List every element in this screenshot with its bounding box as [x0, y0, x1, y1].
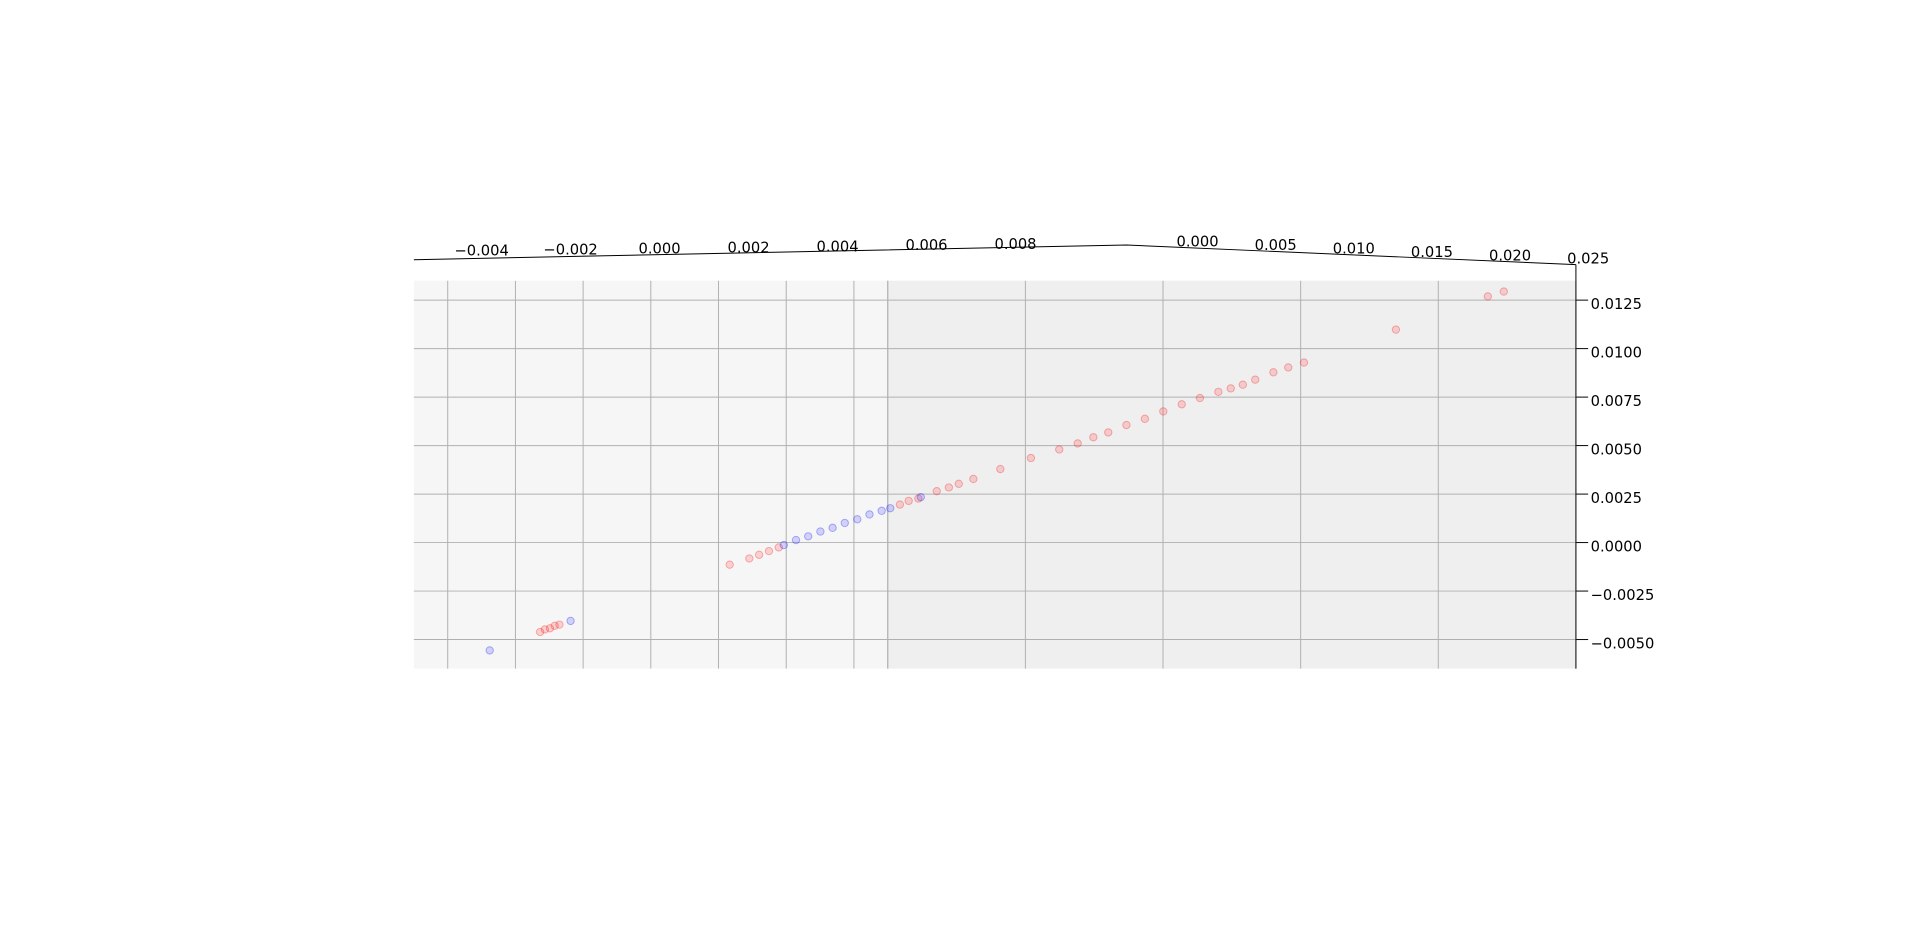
point: [754, 550, 764, 559]
x-tick-label: 0.002: [728, 239, 770, 256]
point: [996, 464, 1005, 474]
point: [725, 560, 734, 569]
z-tick-label: 0.0050: [1591, 441, 1642, 458]
point: [1104, 428, 1113, 437]
x-tick-label: 0.004: [817, 238, 859, 255]
point: [1026, 453, 1036, 463]
point: [540, 625, 550, 634]
z-tick-label: −0.0050: [1591, 635, 1655, 652]
point: [566, 616, 575, 626]
point: [1284, 363, 1293, 372]
point: [828, 523, 837, 532]
point: [1177, 400, 1186, 409]
x-tick-label: −0.002: [543, 241, 597, 258]
point: [886, 504, 895, 513]
point: [774, 543, 783, 552]
point: [916, 493, 925, 502]
point: [932, 487, 941, 496]
point: [877, 506, 886, 515]
z-tick-label: 0.0025: [1591, 490, 1642, 507]
point: [853, 515, 862, 524]
right-pane: [887, 280, 1576, 669]
point: [904, 496, 913, 506]
point: [1251, 375, 1260, 384]
point: [1073, 439, 1082, 448]
x-tick-label: 0.000: [639, 240, 681, 257]
y-tick-label: 0.020: [1489, 247, 1531, 264]
point: [485, 646, 494, 655]
point: [914, 494, 923, 503]
point: [816, 527, 825, 536]
point: [555, 620, 564, 629]
point: [545, 624, 555, 633]
point: [779, 540, 789, 550]
point: [745, 554, 754, 563]
point: [969, 474, 978, 484]
y-tick-label: 0.010: [1333, 240, 1375, 257]
y-tick-label: 0.015: [1411, 244, 1453, 261]
point: [1483, 292, 1492, 301]
y-tick-label: 0.005: [1255, 237, 1297, 254]
point: [1499, 287, 1508, 296]
point: [804, 532, 813, 541]
point: [954, 479, 963, 488]
point: [1299, 358, 1309, 367]
point: [1391, 325, 1401, 334]
panes: [413, 280, 1576, 669]
y-tick-label: 0.000: [1177, 234, 1219, 251]
x-tick-label: 0.006: [905, 237, 947, 254]
point: [535, 627, 545, 637]
point: [1089, 433, 1098, 442]
z-tick-label: 0.0075: [1591, 393, 1642, 410]
z-tick-label: 0.0100: [1591, 345, 1642, 362]
point: [865, 510, 874, 519]
point: [1055, 445, 1064, 454]
point: [1122, 420, 1131, 430]
point: [840, 518, 849, 528]
y-tick-label: 0.025: [1567, 251, 1609, 268]
z-tick-label: −0.0025: [1591, 587, 1655, 604]
point: [1269, 368, 1278, 377]
point: [1140, 414, 1150, 423]
top-edge: [413, 244, 1576, 266]
point: [764, 546, 774, 556]
point: [1214, 387, 1223, 397]
z-tick-label: 0.0000: [1591, 538, 1642, 555]
point: [550, 621, 559, 630]
x-tick-label: −0.004: [454, 243, 508, 260]
point: [1195, 393, 1205, 403]
z-tick-label: 0.0125: [1591, 296, 1642, 313]
plot: −0.0050 −0.0025 0.0000 0.0025 0.0050 0.0075 0.…: [413, 234, 1655, 669]
point: [1238, 380, 1248, 389]
point: [895, 500, 905, 509]
point: [1159, 407, 1168, 416]
x-tick-label: 0.008: [994, 236, 1036, 253]
point: [944, 483, 954, 492]
point: [1226, 384, 1235, 393]
point: [791, 535, 801, 545]
